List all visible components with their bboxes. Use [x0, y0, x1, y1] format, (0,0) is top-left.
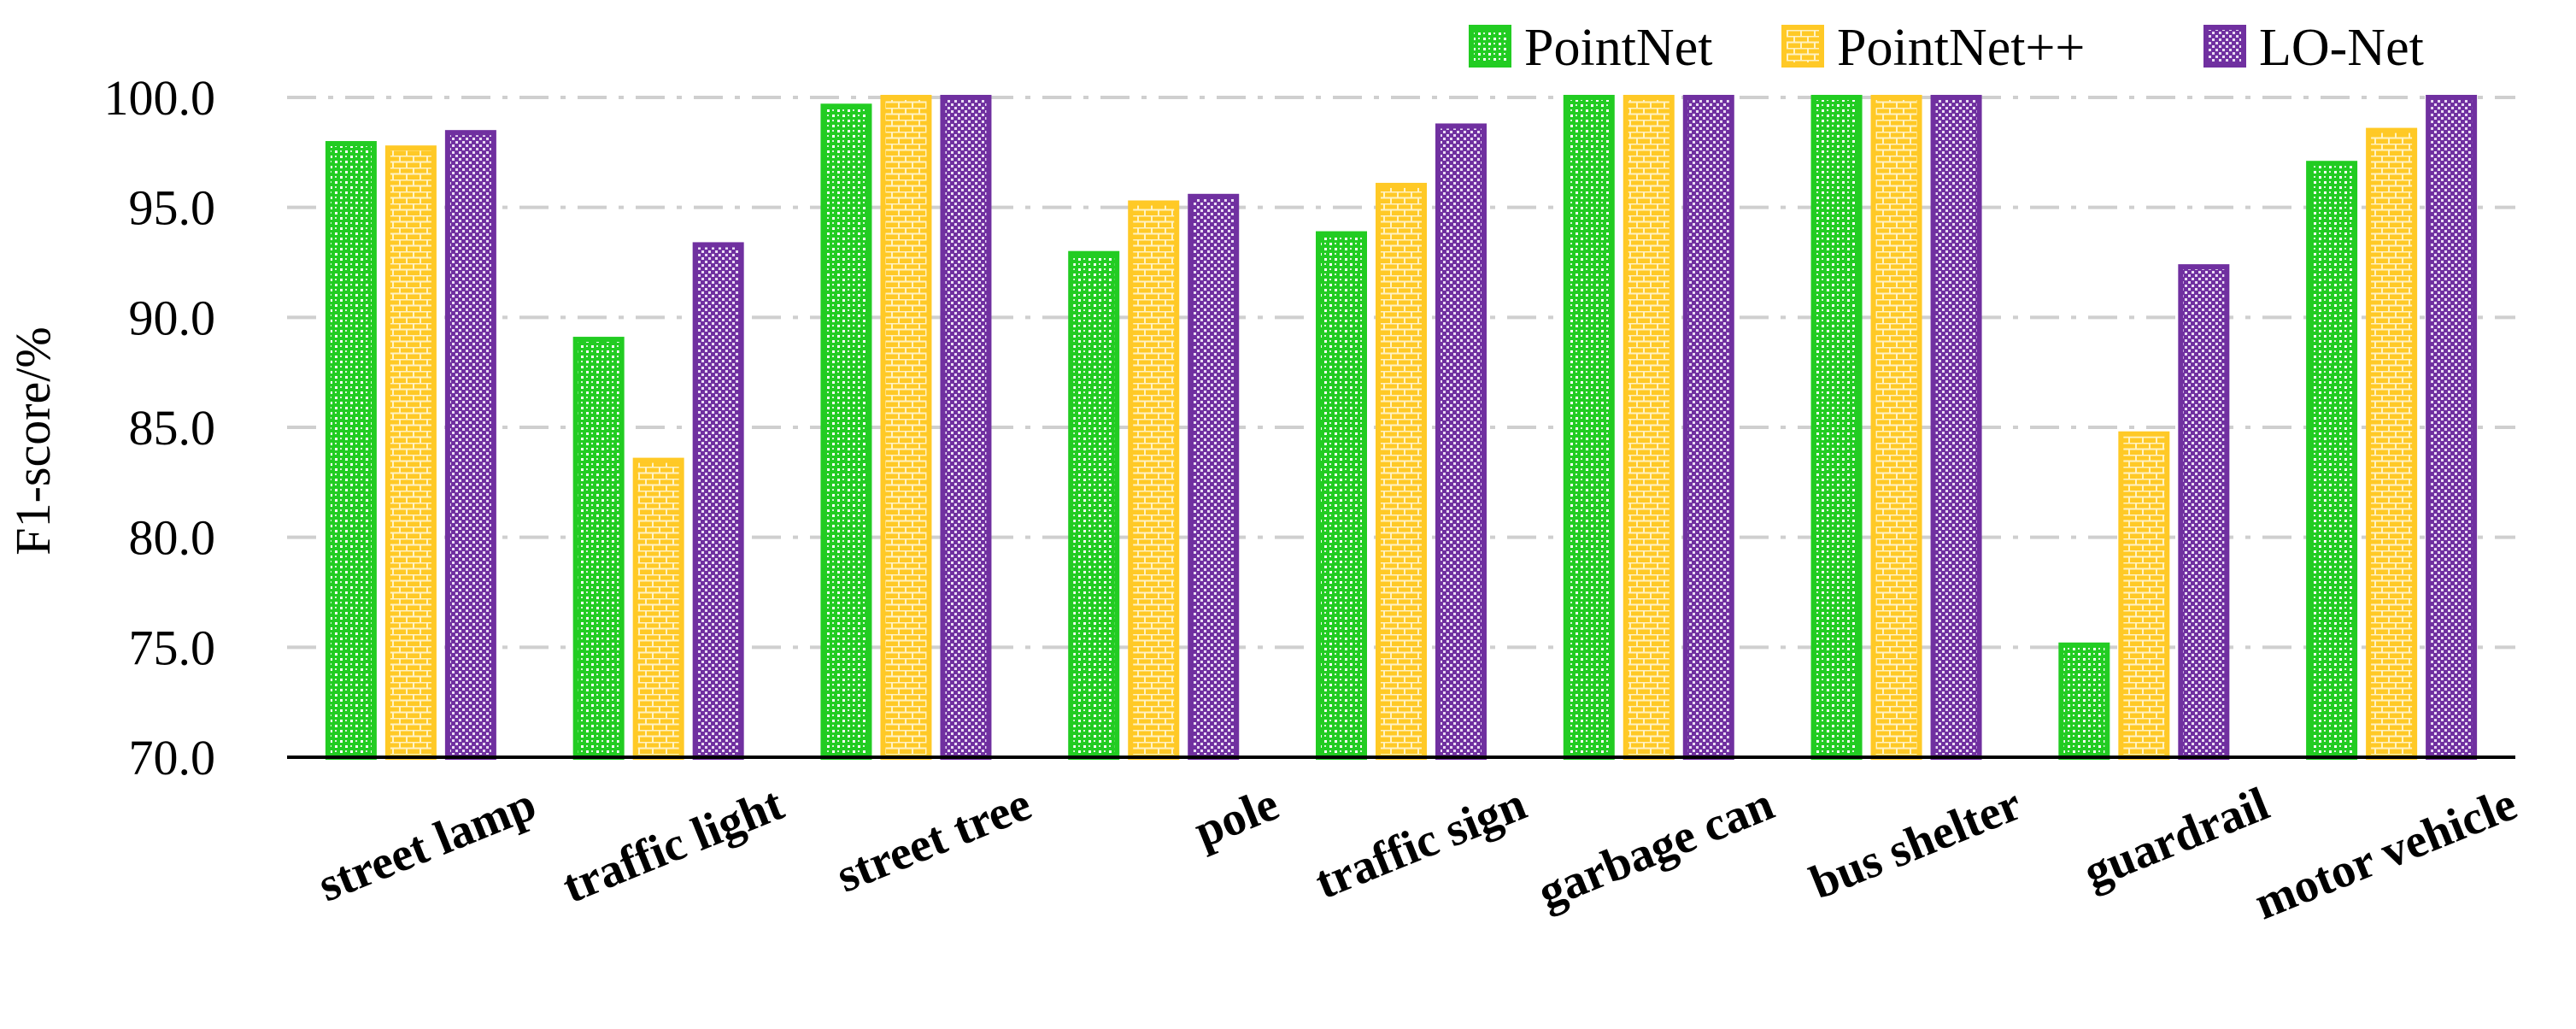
bar-pointnet-traffic-light: [572, 337, 625, 760]
y-tick-label: 85.0: [129, 400, 216, 456]
category-label: traffic sign: [1308, 778, 1534, 910]
legend-label: LO-Net: [2259, 19, 2424, 77]
y-axis-label: F1-score/%: [5, 326, 61, 555]
category-label: bus shelter: [1803, 778, 2028, 910]
category-label: motor vehicle: [2247, 778, 2524, 931]
bar-lo-net-street-lamp: [444, 130, 496, 760]
category-label: pole: [1188, 778, 1287, 859]
legend-swatch: [2203, 25, 2246, 68]
legend-swatch: [1469, 25, 1511, 68]
y-axis-ticks: 70.0 75.0 80.0 85.0 90.0 95.0 100.0: [104, 70, 216, 785]
legend: PointNet PointNet++ LO-Net: [1469, 19, 2424, 77]
bar-pointnet--street-lamp: [384, 145, 437, 761]
bar-pointnet-garbage-can: [1563, 95, 1615, 760]
bar-pointnet--pole: [1128, 200, 1180, 760]
y-tick-label: 70.0: [129, 730, 216, 785]
bar-pointnet-guardrail: [2058, 642, 2110, 761]
bar-lo-net-bus-shelter: [1930, 95, 1982, 760]
bar-pointnet--motor-vehicle: [2366, 127, 2418, 761]
y-tick-label: 100.0: [104, 70, 216, 126]
bar-pointnet-motor-vehicle: [2306, 161, 2358, 760]
bar-pointnet--guardrail: [2118, 431, 2170, 760]
category-label: traffic light: [555, 777, 791, 914]
legend-item: LO-Net: [2203, 19, 2424, 77]
legend-item: PointNet: [1469, 19, 1712, 77]
bar-lo-net-street-tree: [940, 95, 992, 760]
category-label: street tree: [830, 778, 1039, 903]
bar-pointnet--traffic-sign: [1376, 182, 1427, 760]
bar-pointnet--street-tree: [880, 95, 932, 760]
y-tick-label: 75.0: [129, 620, 216, 675]
legend-item: PointNet++: [1781, 19, 2085, 77]
bar-pointnet-street-lamp: [325, 141, 377, 761]
bar-lo-net-traffic-light: [692, 242, 744, 760]
legend-label: PointNet++: [1837, 19, 2085, 77]
bar-pointnet-traffic-sign: [1316, 231, 1367, 760]
category-label: garbage can: [1531, 778, 1781, 920]
y-tick-label: 90.0: [129, 290, 216, 345]
bar-pointnet--garbage-can: [1622, 95, 1675, 760]
bar-pointnet--bus-shelter: [1870, 95, 1922, 760]
x-axis-categories: street lamp traffic light street tree pole t…: [311, 777, 2524, 930]
legend-label: PointNet: [1524, 19, 1712, 77]
bar-pointnet-pole: [1068, 250, 1120, 760]
y-tick-label: 80.0: [129, 510, 216, 566]
y-tick-label: 95.0: [129, 180, 216, 236]
legend-swatch: [1781, 25, 1824, 68]
bar-pointnet--traffic-light: [632, 457, 684, 760]
category-label: street lamp: [311, 778, 543, 913]
bar-lo-net-garbage-can: [1682, 95, 1734, 760]
bar-lo-net-motor-vehicle: [2426, 95, 2478, 760]
bar-pointnet-street-tree: [820, 103, 872, 760]
bar-lo-net-pole: [1188, 193, 1240, 761]
category-label: guardrail: [2076, 778, 2276, 900]
bar-lo-net-guardrail: [2178, 264, 2230, 760]
bar-pointnet-bus-shelter: [1810, 95, 1863, 760]
bar-lo-net-traffic-sign: [1435, 123, 1487, 761]
